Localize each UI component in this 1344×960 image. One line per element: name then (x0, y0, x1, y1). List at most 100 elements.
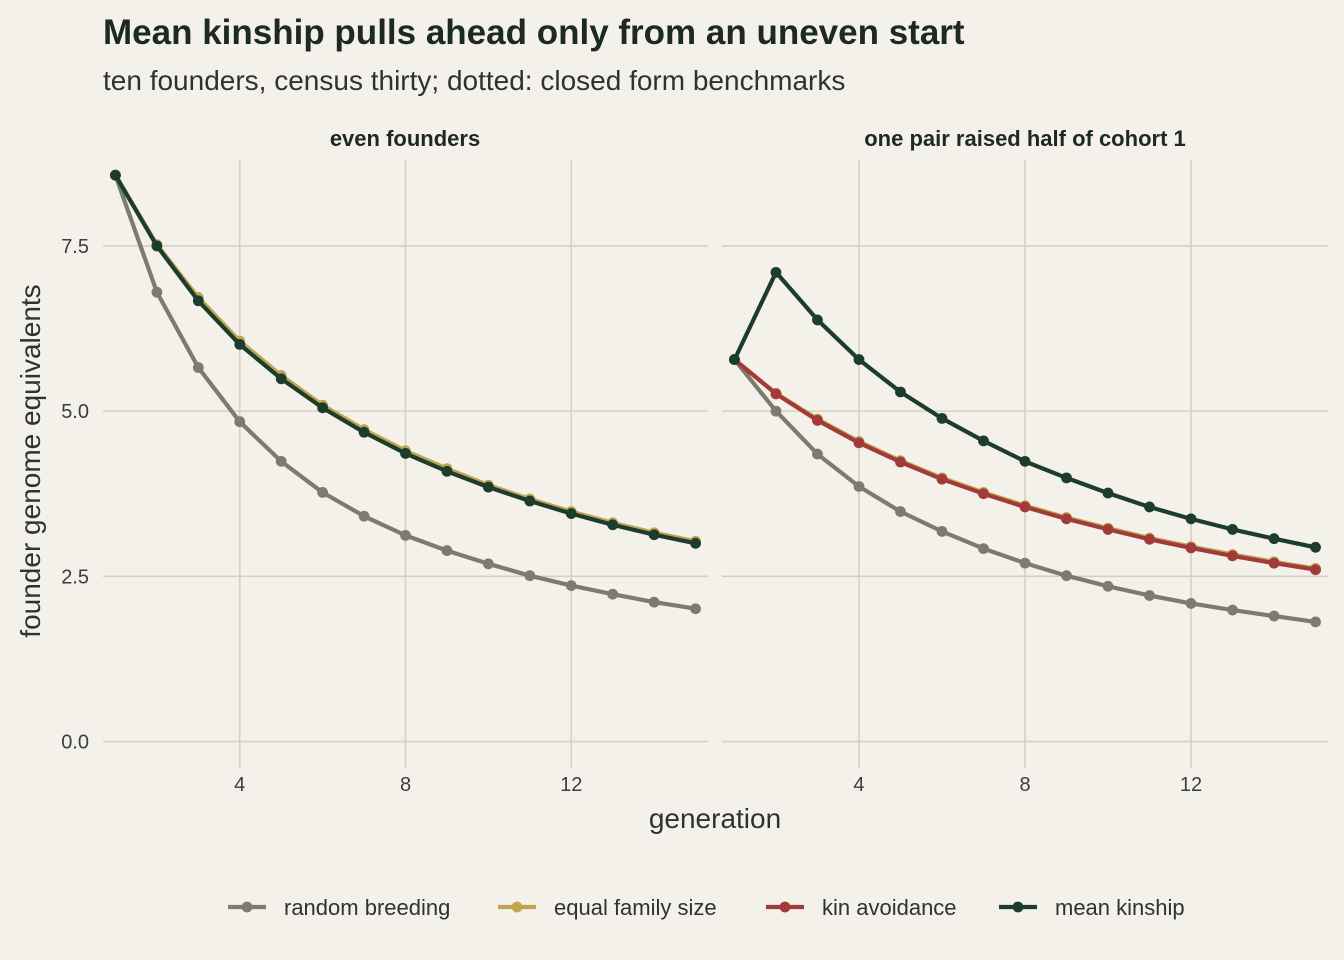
data-point (234, 338, 246, 350)
panel-uneven-founders: one pair raised half of cohort 1 4 8 12 (722, 126, 1328, 796)
data-point (358, 510, 370, 522)
data-point (607, 588, 619, 600)
data-point (1019, 557, 1031, 569)
data-point (1268, 610, 1280, 622)
data-point (110, 169, 121, 181)
x-tick-label: 8 (400, 774, 411, 796)
data-point (1268, 557, 1280, 569)
data-point (1310, 564, 1321, 576)
y-tick-label: 0.0 (61, 732, 89, 754)
data-point (524, 570, 536, 582)
data-point (524, 495, 536, 507)
data-point (853, 437, 865, 449)
data-point (358, 426, 370, 438)
data-point (151, 286, 163, 298)
data-point (936, 526, 948, 537)
data-point (1061, 513, 1072, 525)
data-point (729, 354, 740, 365)
data-point (192, 362, 204, 373)
data-point (770, 405, 782, 417)
data-point (1102, 580, 1114, 592)
y-tick-label: 7.5 (61, 236, 89, 258)
data-point (895, 456, 906, 468)
legend-item-equal: equal family size (498, 895, 717, 920)
data-point (400, 448, 411, 459)
x-tick-label: 12 (1180, 774, 1202, 796)
legend-item-kin: kin avoidance (766, 895, 957, 920)
legend-label: mean kinship (1055, 895, 1185, 920)
data-point (1185, 513, 1197, 525)
legend-key-point (241, 901, 253, 913)
data-point (770, 266, 782, 278)
data-point (1227, 604, 1238, 616)
panel-title: one pair raised half of cohort 1 (864, 126, 1186, 151)
y-axis-title: founder genome equivalents (15, 284, 46, 637)
data-point (1268, 533, 1280, 545)
series-group (110, 169, 701, 615)
legend-key-point (511, 901, 523, 913)
data-point (1144, 501, 1155, 513)
chart-title: Mean kinship pulls ahead only from an un… (103, 13, 965, 52)
panel-title: even founders (330, 126, 480, 151)
data-point (895, 386, 906, 398)
data-point (978, 488, 989, 500)
data-point (1227, 550, 1238, 562)
data-point (1185, 542, 1197, 554)
gridlines (103, 160, 708, 768)
data-point (1227, 524, 1238, 535)
data-point (1144, 533, 1155, 545)
data-point (1102, 487, 1114, 499)
data-point (1310, 616, 1321, 628)
data-point (1019, 455, 1031, 467)
data-point (936, 413, 948, 424)
legend-label: equal family size (554, 895, 717, 920)
data-point (895, 506, 906, 517)
data-point (853, 354, 865, 365)
data-point (565, 580, 577, 591)
series-kin (729, 354, 1321, 576)
data-point (812, 448, 823, 460)
data-point (482, 558, 494, 570)
x-axis-title: generation (649, 803, 781, 834)
data-point (1102, 524, 1114, 535)
legend-label: kin avoidance (822, 895, 957, 920)
legend-key-point (779, 901, 791, 913)
data-point (1185, 598, 1197, 609)
data-point (275, 373, 287, 385)
data-point (1019, 501, 1031, 513)
data-point (441, 465, 453, 477)
data-point (1144, 590, 1155, 601)
data-point (565, 508, 577, 519)
y-tick-label: 5.0 (61, 401, 89, 423)
y-tick-label: 2.5 (61, 566, 89, 588)
legend-key-point (1012, 901, 1024, 913)
y-tick-labels: 0.0 2.5 5.0 7.5 (61, 236, 89, 754)
data-point (482, 481, 494, 493)
data-point (978, 435, 989, 447)
x-tick-label: 4 (234, 774, 245, 796)
data-point (192, 295, 204, 307)
data-point (648, 529, 660, 541)
series-group (729, 266, 1321, 628)
legend: random breeding equal family size kin avoi… (228, 895, 1185, 920)
panel-even-founders: even founders 4 8 12 (103, 126, 708, 796)
series-mk (729, 266, 1321, 553)
x-tick-label: 4 (853, 774, 864, 796)
data-point (275, 455, 287, 467)
data-point (853, 481, 865, 492)
legend-item-random: random breeding (228, 895, 450, 920)
x-tick-label: 12 (560, 774, 582, 796)
data-point (1061, 472, 1072, 484)
series-random (729, 354, 1321, 628)
data-point (151, 240, 163, 252)
legend-item-mk: mean kinship (999, 895, 1185, 920)
series-mk (110, 169, 701, 549)
chart-subtitle: ten founders, census thirty; dotted: clo… (103, 65, 845, 96)
x-tick-label: 8 (1019, 774, 1030, 796)
data-point (441, 545, 453, 556)
data-point (936, 473, 948, 485)
data-point (317, 487, 329, 498)
data-point (1310, 541, 1321, 553)
x-tick-labels: 4 8 12 (853, 774, 1202, 796)
